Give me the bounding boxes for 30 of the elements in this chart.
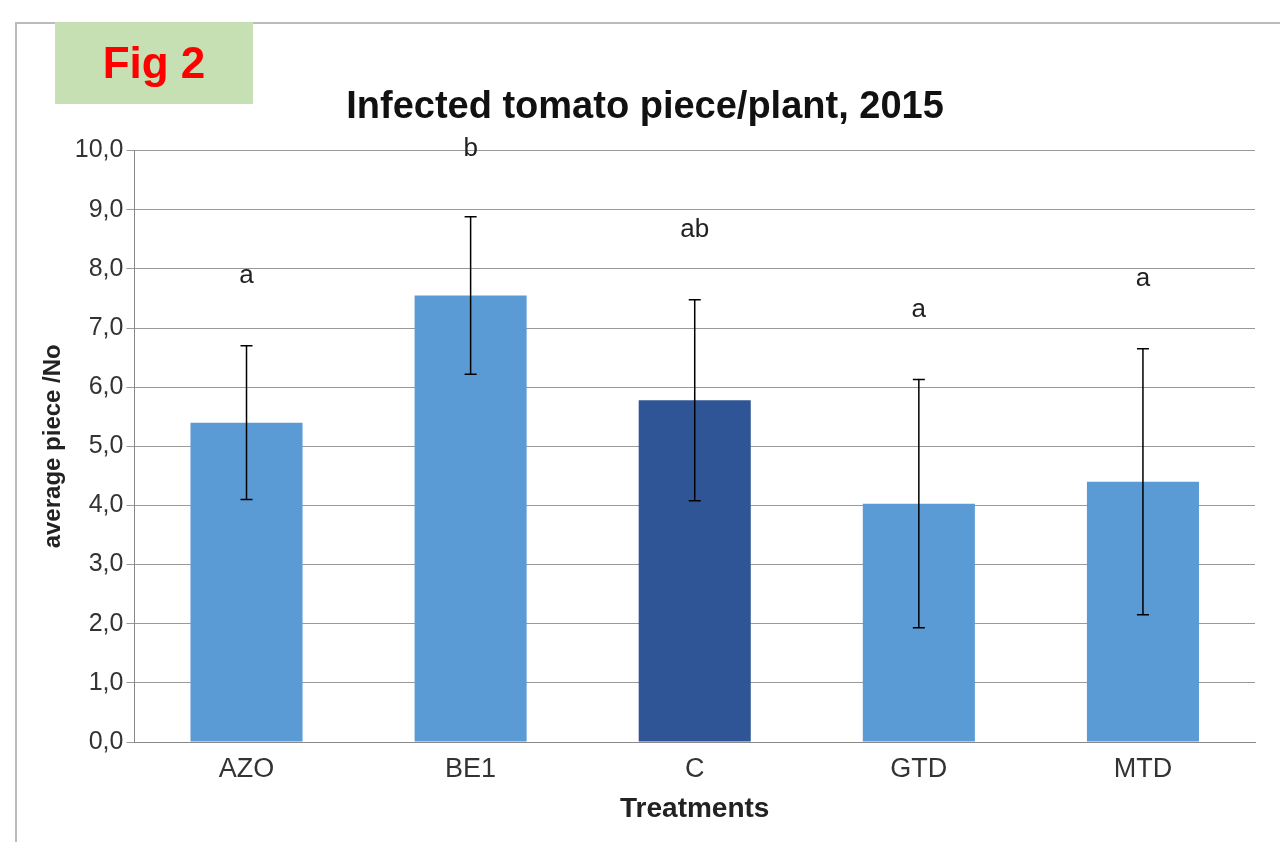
x-tick-label: MTD xyxy=(1113,752,1173,783)
caption: Fig 2 xyxy=(55,22,253,104)
bar xyxy=(638,400,751,742)
annotation: b xyxy=(463,131,478,162)
annotation: a xyxy=(239,258,255,289)
y-tick-label: 2,0 xyxy=(88,607,124,636)
y-tick-label: 7,0 xyxy=(88,311,124,340)
annotation: a xyxy=(1135,261,1151,292)
bar xyxy=(1086,481,1199,742)
x-tick-label: BE1 xyxy=(445,752,497,783)
y-tick-label: 10,0 xyxy=(74,134,124,163)
bar xyxy=(862,503,975,742)
y-tick-label: 5,0 xyxy=(88,430,124,459)
x-tick-label: C xyxy=(684,752,705,783)
y-tick-label: 1,0 xyxy=(88,666,124,695)
annotation: ab xyxy=(680,212,710,243)
y-axis-title: average piece /No xyxy=(38,344,66,549)
x-axis-title: Treatments xyxy=(620,791,770,823)
y-tick-label: 9,0 xyxy=(88,193,124,222)
y-tick-label: 4,0 xyxy=(88,489,124,518)
annotation: a xyxy=(911,292,927,323)
bar xyxy=(414,295,527,742)
x-tick-label: AZO xyxy=(218,752,275,783)
y-tick-label: 6,0 xyxy=(88,371,124,400)
y-tick-label: 0,0 xyxy=(88,725,124,754)
x-tick-label: GTD xyxy=(890,752,948,783)
y-tick-label: 8,0 xyxy=(88,252,124,281)
bar xyxy=(190,422,303,742)
y-tick-label: 3,0 xyxy=(88,548,124,577)
chart-title: Infected tomato piece/plant, 2015 xyxy=(346,84,944,127)
